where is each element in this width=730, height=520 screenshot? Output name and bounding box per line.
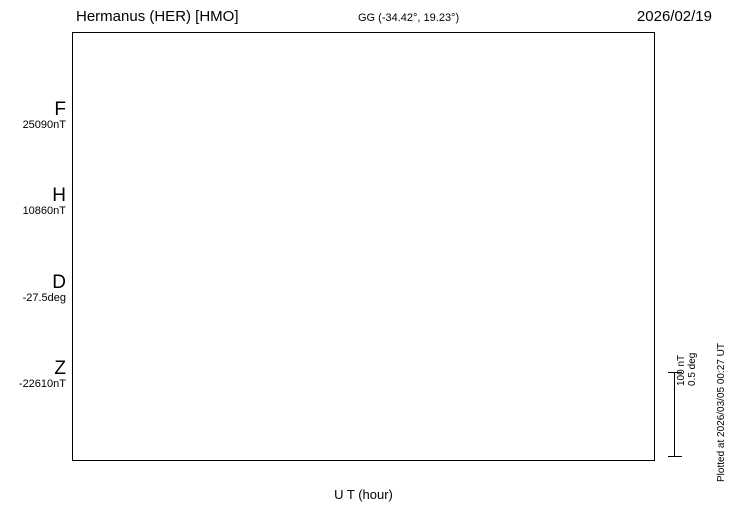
scale-bar-deg: 0.5 deg <box>687 352 698 386</box>
component-baseline-H: 10860nT <box>22 205 66 217</box>
component-baseline-F: 25090nT <box>22 119 66 131</box>
plot-canvas <box>73 33 654 460</box>
component-baseline-Z: -22610nT <box>18 378 66 390</box>
component-label-Z: Z -22610nT <box>2 359 66 391</box>
component-letter-D: D <box>52 272 66 293</box>
geographic-coordinates: GG (-34.42°, 19.23°) <box>358 12 460 24</box>
magnetogram-plot-frame <box>72 32 655 461</box>
component-label-H: H 10860nT <box>2 186 66 218</box>
scale-bar-nT: 100 nT <box>676 354 687 386</box>
x-axis-title: U T (hour) <box>334 487 393 502</box>
amplitude-scale-bar <box>668 372 682 457</box>
component-label-F: F 25090nT <box>2 100 66 132</box>
scale-bar-top-cap <box>668 372 682 373</box>
observation-date: 2026/02/19 <box>636 8 712 25</box>
component-letter-F: F <box>54 99 66 120</box>
station-title: Hermanus (HER) [HMO] <box>76 8 239 25</box>
component-letter-Z: Z <box>54 358 66 379</box>
component-baseline-D: -27.5deg <box>22 292 66 304</box>
component-letter-H: H <box>52 185 66 206</box>
component-label-D: D -27.5deg <box>2 273 66 305</box>
scale-bar-line <box>674 372 675 456</box>
scale-bar-bottom-cap <box>668 456 682 457</box>
scale-bar-label: 100 nT 0.5 deg <box>676 353 698 386</box>
plotted-at-timestamp: Plotted at 2026/03/05 00:27 UT <box>716 343 727 482</box>
